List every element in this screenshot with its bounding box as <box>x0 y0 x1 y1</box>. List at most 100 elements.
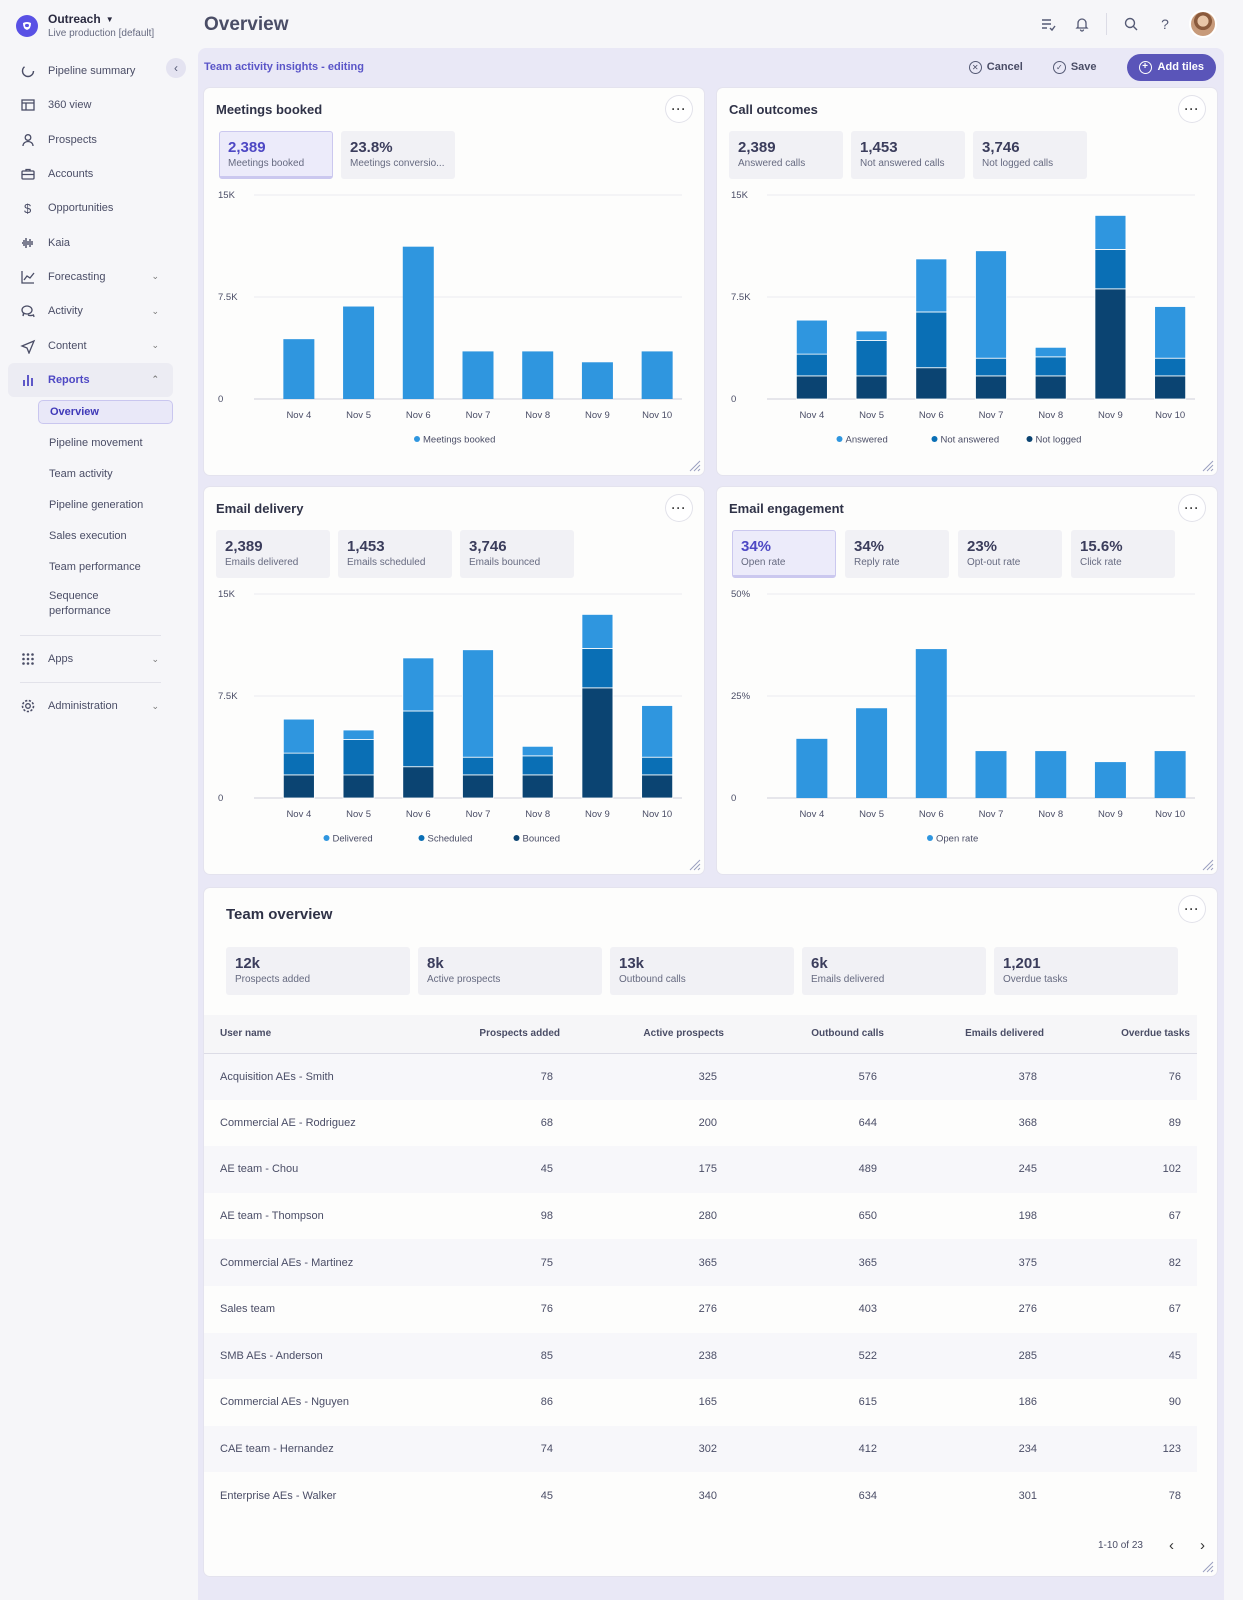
nav-item-pipeline-summary[interactable]: Pipeline summary <box>8 54 173 88</box>
bar-bounced[interactable] <box>521 774 554 799</box>
bar-not-logged[interactable] <box>915 367 948 400</box>
bar-delivered[interactable] <box>402 657 435 712</box>
nav-item-kaia[interactable]: Kaia <box>8 225 173 259</box>
add-tiles-button[interactable]: + Add tiles <box>1126 53 1216 81</box>
metric-tile[interactable]: 3,746 Emails bounced <box>460 530 574 578</box>
more-options-button[interactable]: ··· <box>666 495 692 521</box>
nav-item-activity[interactable]: Activity ⌄ <box>8 294 173 328</box>
metric-tile[interactable]: 1,453 Not answered calls <box>851 131 965 179</box>
nav-item-accounts[interactable]: Accounts <box>8 157 173 191</box>
bar-open-rate[interactable] <box>1035 751 1067 798</box>
column-header[interactable]: Outbound calls <box>811 1028 884 1040</box>
subnav-item-pipeline-movement[interactable]: Pipeline movement <box>49 437 143 450</box>
bar-delivered[interactable] <box>521 745 554 757</box>
bar-bounced[interactable] <box>402 766 435 799</box>
more-options-button[interactable]: ··· <box>1179 896 1205 922</box>
nav-item-administration[interactable]: Administration ⌄ <box>8 689 173 723</box>
bar-scheduled[interactable] <box>282 752 315 776</box>
more-options-button[interactable]: ··· <box>666 96 692 122</box>
bar-not-logged[interactable] <box>975 375 1007 400</box>
bar-meetings-booked[interactable] <box>581 362 613 399</box>
bar-meetings-booked[interactable] <box>462 351 494 399</box>
metric-tile[interactable]: 1,201 Overdue tasks <box>994 947 1178 995</box>
metric-tile[interactable]: 34% Open rate <box>732 530 836 578</box>
bar-open-rate[interactable] <box>856 708 888 798</box>
resize-handle-icon[interactable] <box>1200 458 1214 472</box>
bar-not-logged[interactable] <box>795 375 828 400</box>
bar-scheduled[interactable] <box>521 755 554 776</box>
bar-delivered[interactable] <box>641 705 674 758</box>
bar-answered[interactable] <box>1094 214 1127 250</box>
table-row[interactable]: Commercial AE - Rodriguez 68 200 644 368 89 <box>204 1099 1197 1147</box>
save-button[interactable]: ✓ Save <box>1052 60 1097 74</box>
metric-tile[interactable]: 12k Prospects added <box>226 947 410 995</box>
user-avatar[interactable] <box>1189 10 1217 38</box>
nav-item-forecasting[interactable]: Forecasting ⌄ <box>8 260 173 294</box>
bar-answered[interactable] <box>795 319 828 355</box>
bar-bounced[interactable] <box>462 774 494 799</box>
nav-item-content[interactable]: Content ⌄ <box>8 328 173 362</box>
bar-not-logged[interactable] <box>1094 288 1127 400</box>
subnav-item-sales-execution[interactable]: Sales execution <box>49 530 127 543</box>
nav-item-360-view[interactable]: 360 view <box>8 88 173 122</box>
help-icon[interactable]: ? <box>1161 16 1169 32</box>
bar-delivered[interactable] <box>462 649 494 758</box>
metric-tile[interactable]: 2,389 Emails delivered <box>216 530 330 578</box>
bar-open-rate[interactable] <box>915 649 947 798</box>
metric-tile[interactable]: 34% Reply rate <box>845 530 949 578</box>
prev-page-icon[interactable]: ‹ <box>1169 1537 1174 1554</box>
table-row[interactable]: Commercial AEs - Martinez 75 365 365 375 82 <box>204 1239 1197 1286</box>
more-options-button[interactable]: ··· <box>1179 96 1205 122</box>
nav-item-reports[interactable]: Reports ⌃ <box>8 362 173 397</box>
subnav-item-sequence-performance[interactable]: Sequence performance <box>49 589 111 617</box>
column-header[interactable]: Emails delivered <box>965 1028 1044 1040</box>
resize-handle-icon[interactable] <box>687 458 701 472</box>
resize-handle-icon[interactable] <box>1200 1559 1214 1573</box>
bar-not-answered[interactable] <box>1034 356 1067 377</box>
column-header[interactable]: User name <box>220 1028 272 1040</box>
table-row[interactable]: AE team - Chou 45 175 489 245 102 <box>204 1146 1197 1193</box>
bar-open-rate[interactable] <box>1154 751 1186 798</box>
nav-item-prospects[interactable]: Prospects <box>8 123 173 157</box>
table-row[interactable]: Sales team 76 276 403 276 67 <box>204 1285 1197 1333</box>
bar-not-logged[interactable] <box>1154 375 1187 400</box>
bar-delivered[interactable] <box>581 613 614 649</box>
bar-answered[interactable] <box>915 258 948 313</box>
metric-tile[interactable]: 23% Opt-out rate <box>958 530 1062 578</box>
metric-tile[interactable]: 6k Emails delivered <box>802 947 986 995</box>
bar-not-answered[interactable] <box>855 340 888 377</box>
bar-bounced[interactable] <box>581 687 614 799</box>
bar-scheduled[interactable] <box>402 710 435 768</box>
metric-tile[interactable]: 15.6% Click rate <box>1071 530 1175 578</box>
subnav-item-team-performance[interactable]: Team performance <box>49 561 141 574</box>
bar-not-logged[interactable] <box>1034 375 1067 400</box>
bar-bounced[interactable] <box>282 774 315 799</box>
bar-not-answered[interactable] <box>795 353 828 377</box>
bar-meetings-booked[interactable] <box>522 351 554 399</box>
nav-item-apps[interactable]: Apps ⌄ <box>8 642 173 676</box>
table-row[interactable]: AE team - Thompson 98 280 650 198 67 <box>204 1192 1197 1240</box>
bar-not-answered[interactable] <box>1094 249 1127 290</box>
column-header[interactable]: Overdue tasks <box>1121 1028 1190 1040</box>
bar-scheduled[interactable] <box>581 648 614 689</box>
bar-scheduled[interactable] <box>462 756 494 776</box>
next-page-icon[interactable]: › <box>1200 1537 1205 1554</box>
bar-answered[interactable] <box>1154 306 1187 359</box>
nav-item-opportunities[interactable]: $ Opportunities <box>8 191 173 225</box>
bar-bounced[interactable] <box>342 774 375 799</box>
collapse-sidebar-button[interactable]: ‹ <box>166 58 186 78</box>
resize-handle-icon[interactable] <box>687 857 701 871</box>
bar-open-rate[interactable] <box>975 751 1007 798</box>
table-row[interactable]: SMB AEs - Anderson 85 238 522 285 45 <box>204 1332 1197 1380</box>
bar-open-rate[interactable] <box>1094 762 1126 798</box>
bar-scheduled[interactable] <box>342 739 375 776</box>
table-row[interactable]: Enterprise AEs - Walker 45 340 634 301 78 <box>204 1472 1197 1519</box>
subnav-item-overview[interactable]: Overview <box>38 399 173 424</box>
bar-delivered[interactable] <box>282 718 315 754</box>
metric-tile[interactable]: 8k Active prospects <box>418 947 602 995</box>
metric-tile[interactable]: 3,746 Not logged calls <box>973 131 1087 179</box>
bar-delivered[interactable] <box>342 729 375 740</box>
metric-tile[interactable]: 2,389 Answered calls <box>729 131 843 179</box>
bar-open-rate[interactable] <box>796 738 828 798</box>
bar-answered[interactable] <box>975 250 1007 359</box>
